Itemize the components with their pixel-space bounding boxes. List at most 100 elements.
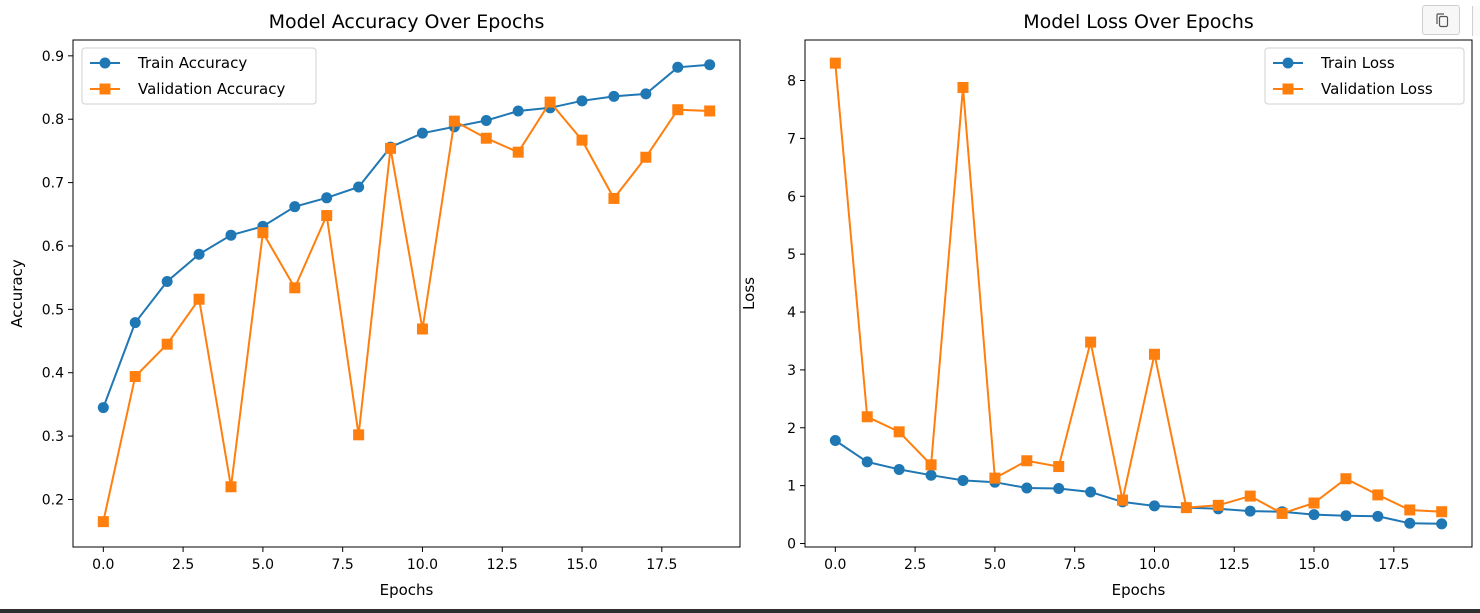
x-tick-label: 0.0 xyxy=(824,557,846,573)
series-2 xyxy=(829,57,1448,519)
data-point xyxy=(161,275,173,287)
x-tick-label: 15.0 xyxy=(1298,557,1329,573)
output-divider xyxy=(0,609,1480,613)
data-point xyxy=(289,201,301,213)
data-point xyxy=(257,227,269,239)
data-point xyxy=(1244,505,1256,517)
data-point xyxy=(353,429,365,441)
data-point xyxy=(989,472,1001,484)
data-point xyxy=(480,114,492,126)
data-point xyxy=(1436,518,1448,530)
x-tick-label: 5.0 xyxy=(252,557,274,573)
x-tick-label: 7.5 xyxy=(332,557,354,573)
data-point xyxy=(925,469,937,481)
data-point xyxy=(1276,507,1288,519)
y-tick-label: 2 xyxy=(787,421,796,437)
data-point xyxy=(576,134,588,146)
copy-icon xyxy=(1436,13,1449,28)
data-point xyxy=(1053,483,1065,495)
x-tick-label: 12.5 xyxy=(1219,557,1250,573)
y-tick-label: 0.6 xyxy=(42,239,64,255)
data-point xyxy=(480,132,492,144)
data-point xyxy=(512,146,524,158)
data-point xyxy=(957,81,969,93)
data-point xyxy=(225,481,237,493)
data-point xyxy=(925,459,937,471)
data-point xyxy=(829,57,841,69)
y-tick-label: 5 xyxy=(787,247,796,263)
y-tick-label: 1 xyxy=(787,479,796,495)
y-tick-label: 0.4 xyxy=(42,366,64,382)
x-axis-label: Epochs xyxy=(1112,581,1166,599)
data-point xyxy=(704,105,716,117)
x-tick-label: 15.0 xyxy=(566,557,597,573)
x-tick-label: 17.5 xyxy=(1378,557,1409,573)
y-tick-label: 0.8 xyxy=(42,112,64,128)
data-point xyxy=(957,474,969,486)
data-point xyxy=(97,516,109,528)
data-point xyxy=(161,338,173,350)
x-tick-label: 0.0 xyxy=(92,557,114,573)
data-point xyxy=(1021,482,1033,494)
data-point xyxy=(672,61,684,73)
y-tick-label: 0 xyxy=(787,537,796,553)
data-point xyxy=(1308,497,1320,509)
data-point xyxy=(448,115,460,127)
legend-label: Validation Loss xyxy=(1321,80,1433,98)
y-tick-label: 3 xyxy=(787,363,796,379)
data-point xyxy=(1372,510,1384,522)
chart-title: Model Accuracy Over Epochs xyxy=(269,11,545,33)
x-tick-label: 12.5 xyxy=(487,557,518,573)
legend-marker xyxy=(1282,83,1294,95)
data-point xyxy=(353,181,365,193)
data-point xyxy=(640,151,652,163)
data-point xyxy=(1404,517,1416,529)
legend-box xyxy=(1264,47,1465,105)
series-line xyxy=(834,63,1442,515)
data-point xyxy=(672,104,684,116)
data-point xyxy=(1053,461,1065,473)
chart-1: Model Accuracy Over Epochs 0.0 2.5 5.0 7.5 10… xyxy=(8,11,741,599)
data-point xyxy=(193,248,205,260)
x-tick-label: 2.5 xyxy=(904,557,926,573)
data-point xyxy=(608,192,620,204)
series-2 xyxy=(97,96,716,528)
y-tick-label: 7 xyxy=(787,131,796,147)
data-point xyxy=(1148,348,1160,360)
data-point xyxy=(1180,502,1192,514)
data-point xyxy=(1404,504,1416,516)
data-point xyxy=(1308,509,1320,521)
data-point xyxy=(544,96,556,108)
y-tick-label: 4 xyxy=(787,305,796,321)
legend-label: Train Loss xyxy=(1320,54,1395,72)
data-point xyxy=(97,402,109,414)
data-point xyxy=(225,229,237,241)
legend: Train Accuracy Validation Accuracy xyxy=(81,47,317,105)
series-1 xyxy=(97,59,716,414)
axes-frame xyxy=(72,39,741,548)
y-tick-label: 6 xyxy=(787,189,796,205)
copy-button[interactable] xyxy=(1422,5,1460,35)
legend-box xyxy=(81,47,317,105)
data-point xyxy=(1372,489,1384,501)
x-tick-label: 7.5 xyxy=(1064,557,1086,573)
data-point xyxy=(1340,473,1352,485)
data-point xyxy=(129,317,141,329)
legend-label: Validation Accuracy xyxy=(138,80,285,98)
series-line xyxy=(102,100,710,522)
data-point xyxy=(893,463,905,475)
data-point xyxy=(321,192,333,204)
x-tick-label: 17.5 xyxy=(646,557,677,573)
data-point xyxy=(1085,336,1097,348)
legend-marker xyxy=(99,83,111,95)
data-point xyxy=(129,371,141,383)
data-point xyxy=(893,426,905,438)
data-point xyxy=(640,88,652,100)
data-point xyxy=(1085,486,1097,498)
legend: Train Loss Validation Loss xyxy=(1264,47,1465,105)
data-point xyxy=(1148,500,1160,512)
data-point xyxy=(416,127,428,139)
x-axis-label: Epochs xyxy=(380,581,434,599)
